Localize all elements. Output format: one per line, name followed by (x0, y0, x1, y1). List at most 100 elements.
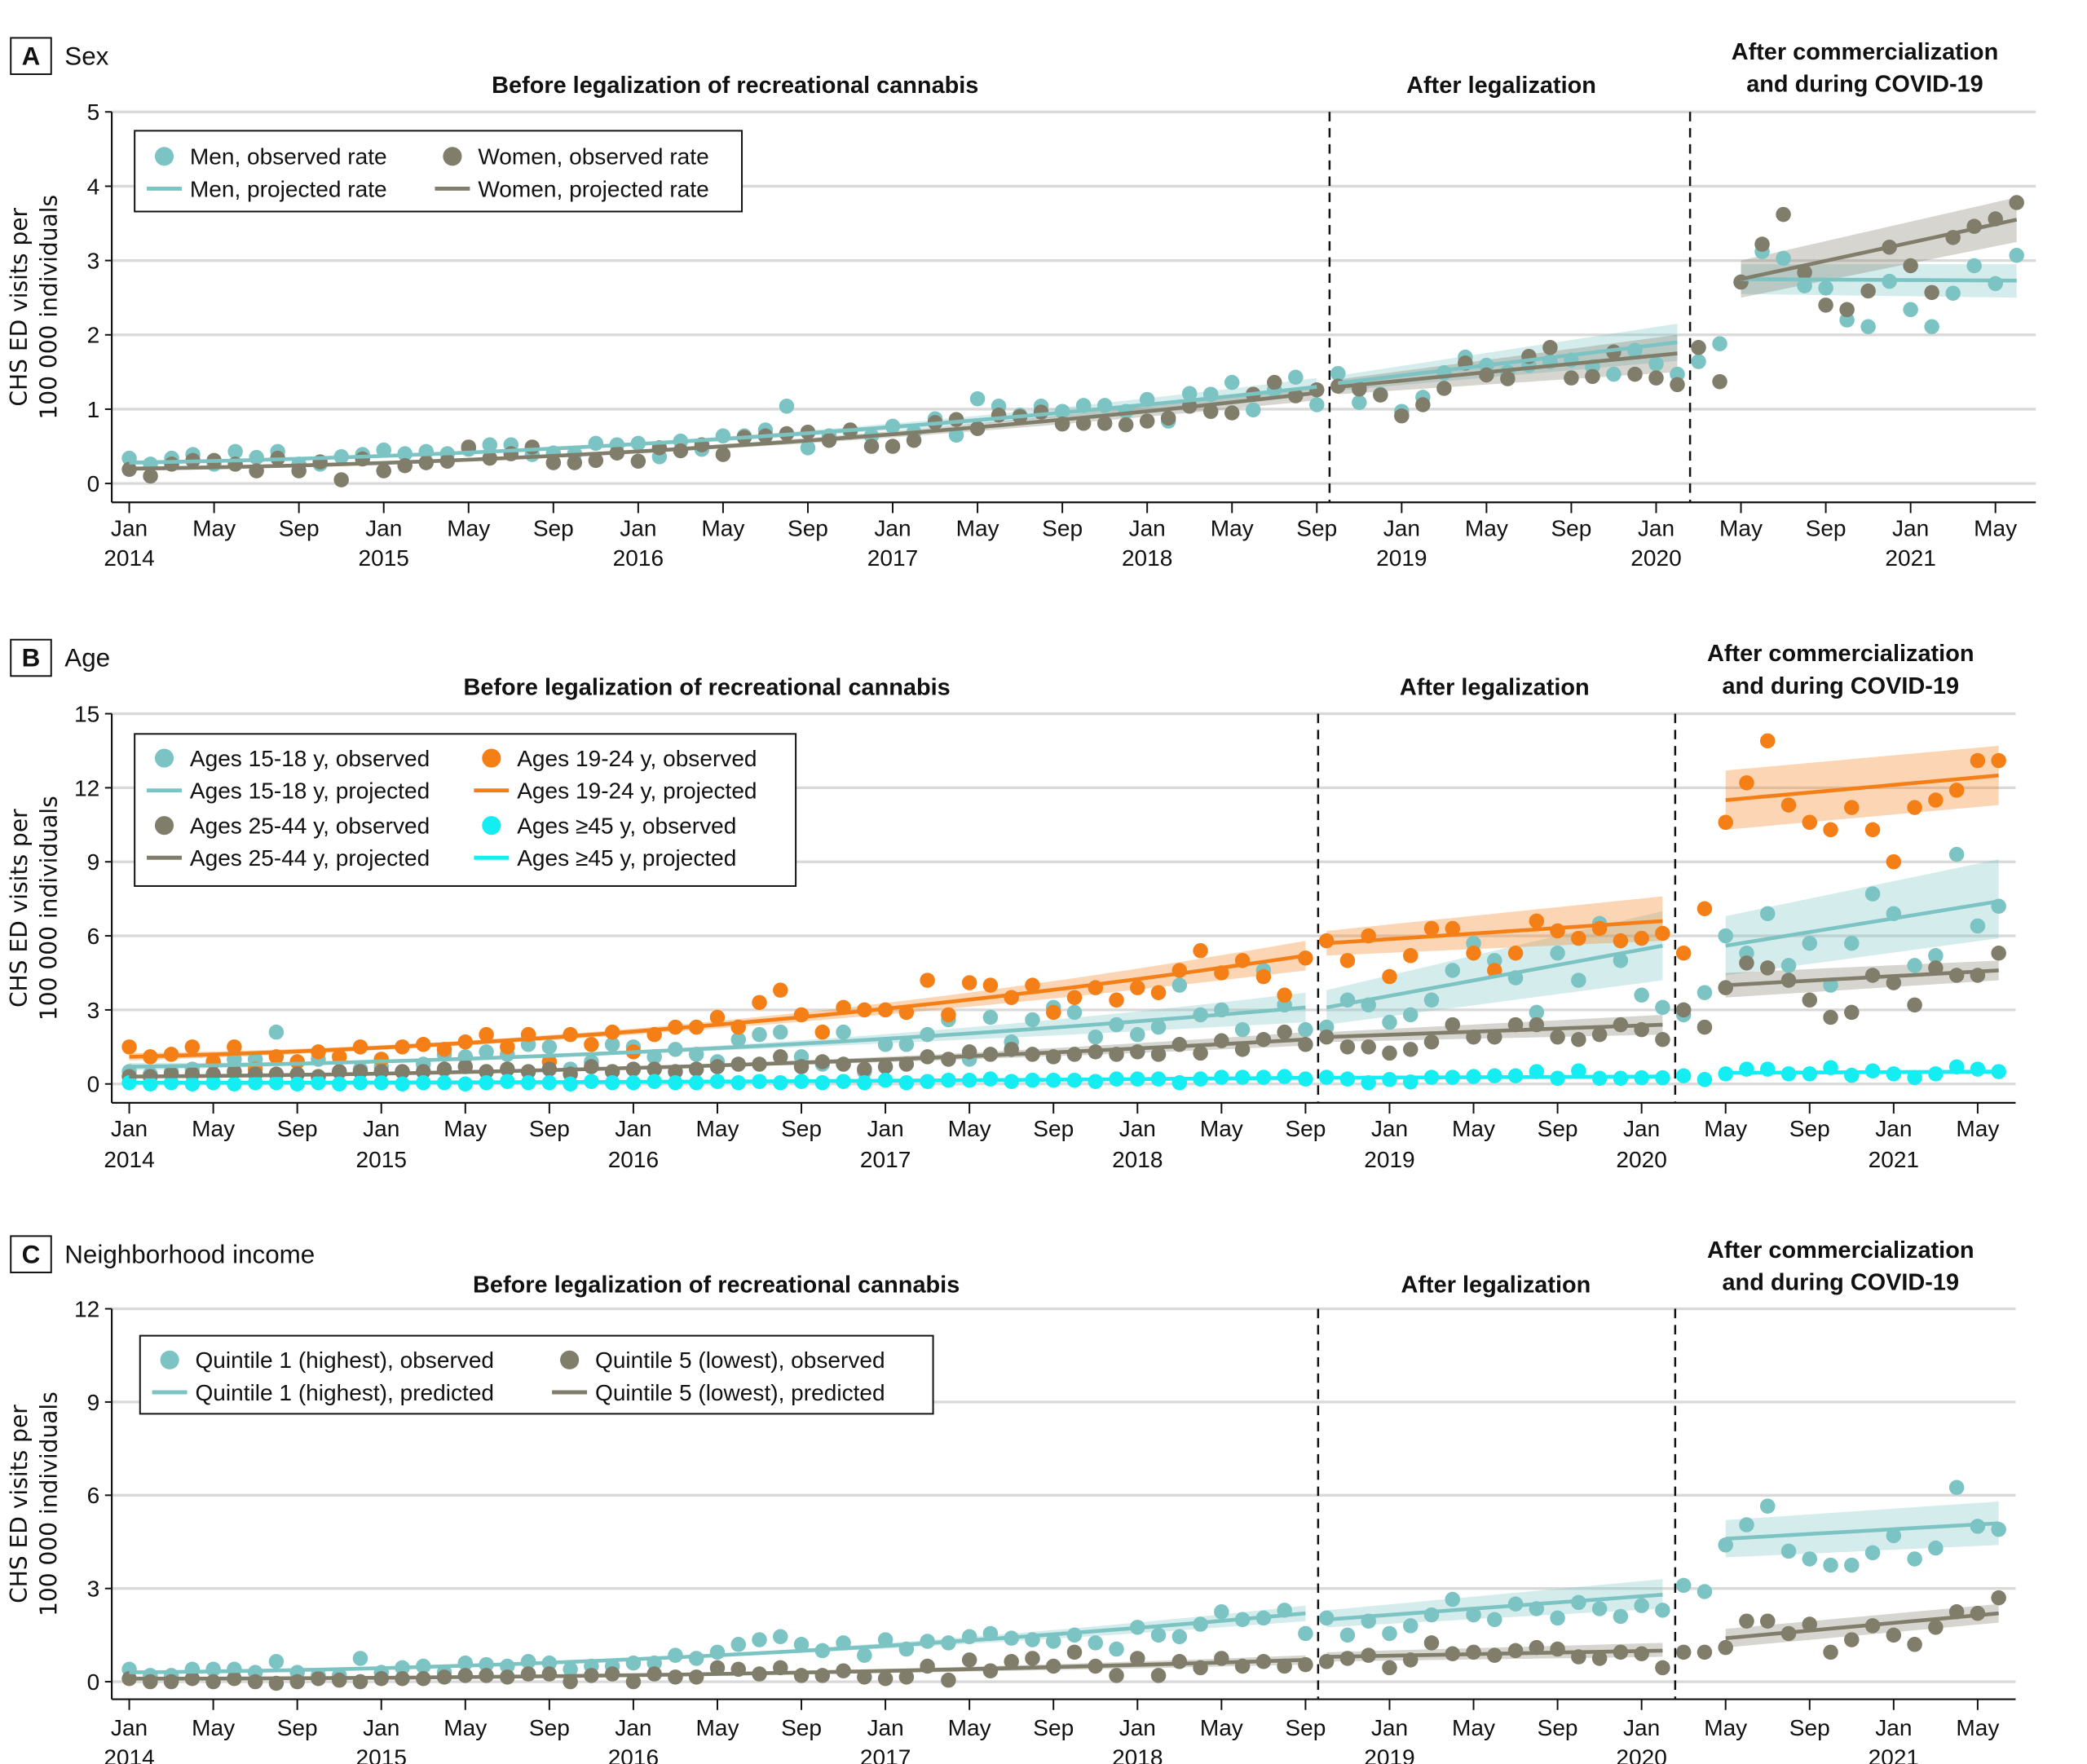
data-point (1655, 925, 1670, 942)
data-point (1655, 1603, 1670, 1618)
data-point (1130, 1026, 1145, 1043)
data-point (948, 427, 964, 443)
data-point (1802, 1616, 1818, 1632)
data-point (1234, 1021, 1251, 1038)
panel-title: Age (64, 644, 110, 673)
x-tick-label: Jan (111, 516, 148, 541)
x-tick-label: May (948, 1715, 991, 1740)
legend-label: Quintile 1 (highest), predicted (195, 1380, 494, 1405)
data-point (227, 443, 243, 460)
x-tick-label: May (192, 516, 236, 541)
x-tick-label: Sep (1789, 1715, 1830, 1740)
data-point (1466, 1607, 1481, 1623)
data-point (584, 1037, 599, 1052)
data-point (752, 994, 767, 1011)
data-point (1415, 397, 1431, 412)
panel-letter: C (22, 1240, 41, 1268)
data-point (2009, 247, 2024, 263)
legend-marker-dot (560, 1350, 580, 1369)
data-point (1754, 236, 1770, 252)
x-tick-label: May (443, 1715, 487, 1740)
data-point (1445, 963, 1461, 978)
data-point (1571, 1031, 1586, 1047)
data-point (1655, 999, 1670, 1016)
data-point (1907, 997, 1922, 1013)
data-point (1088, 1029, 1104, 1045)
data-point (773, 1024, 788, 1040)
x-tick-label: May (1719, 516, 1763, 541)
data-point (1382, 1660, 1397, 1676)
data-point (779, 399, 795, 414)
x-tick-label: Jan (620, 516, 656, 541)
data-point (1288, 369, 1304, 385)
projected-line (1326, 919, 1663, 946)
period-label: After legalization (1400, 674, 1590, 700)
y-axis-label: CHS ED visits per (6, 809, 33, 1008)
data-point (1634, 930, 1649, 946)
data-point (1150, 985, 1167, 1000)
panel-a: A Sex 0 1 2 3 4 5 CHS ED visits per 100 000 indiv… (6, 37, 2036, 571)
data-point (121, 1074, 137, 1091)
projected-line (129, 1075, 1306, 1085)
data-point (1886, 1627, 1902, 1643)
data-point (793, 1668, 810, 1683)
data-point (1864, 1545, 1881, 1561)
data-point (1675, 1644, 1692, 1660)
data-point (773, 982, 788, 998)
x-tick-label: Sep (1033, 1116, 1074, 1141)
x-year-label: 2017 (867, 545, 918, 571)
projected-line (1725, 1069, 1999, 1075)
legend: Men, observed rate Women, observed rate Me… (134, 130, 743, 213)
data-point (1907, 800, 1922, 815)
data-point (1507, 1643, 1524, 1659)
y-axis-label: CHS ED visits per (6, 207, 33, 406)
data-point (1924, 319, 1939, 335)
data-point (793, 1637, 810, 1652)
period-label: Before legalization of recreational cann… (463, 674, 950, 700)
data-point (604, 1037, 620, 1052)
data-point (1675, 1068, 1692, 1083)
data-point (877, 1059, 893, 1074)
data-point (715, 447, 731, 462)
data-point (1776, 206, 1791, 223)
data-point (1330, 365, 1346, 381)
data-point (584, 1059, 599, 1074)
x-tick-label: Sep (1033, 1715, 1074, 1740)
data-point (1988, 276, 2003, 292)
data-point (1445, 1591, 1461, 1607)
data-point (1255, 1031, 1272, 1047)
data-point (1864, 822, 1881, 838)
data-point (1025, 1012, 1040, 1028)
panel-c: C Neighborhood income 0 3 6 9 12 CHS ED visits … (6, 1235, 2016, 1764)
data-point (567, 455, 583, 470)
data-point (268, 1654, 285, 1669)
data-point (1759, 1613, 1776, 1629)
x-tick-label: Sep (781, 1116, 822, 1141)
data-point (1382, 1072, 1397, 1087)
data-point (773, 1629, 788, 1645)
data-point (1697, 1072, 1713, 1087)
data-point (1109, 1668, 1124, 1683)
data-point (1966, 258, 1982, 274)
data-point (1655, 1031, 1670, 1047)
data-point (1780, 797, 1797, 813)
data-point (1648, 370, 1664, 386)
data-point (857, 1669, 872, 1685)
data-point (1691, 354, 1706, 369)
data-point (1542, 340, 1558, 355)
x-year-label: 2014 (104, 545, 154, 571)
data-point (1634, 1598, 1649, 1613)
data-point (836, 1024, 851, 1040)
x-year-label: 2015 (356, 1744, 407, 1764)
x-tick-label: Jan (1119, 1116, 1156, 1141)
data-point (1718, 980, 1733, 995)
data-point (1193, 942, 1208, 959)
data-point (1697, 1584, 1713, 1599)
confidence-band (1326, 1579, 1663, 1628)
projected-line (1326, 1074, 1663, 1080)
data-point (1571, 972, 1586, 988)
x-tick-label: May (1452, 1116, 1495, 1141)
data-point (268, 1024, 285, 1040)
data-point (1402, 1007, 1419, 1023)
data-point (1907, 1637, 1922, 1652)
